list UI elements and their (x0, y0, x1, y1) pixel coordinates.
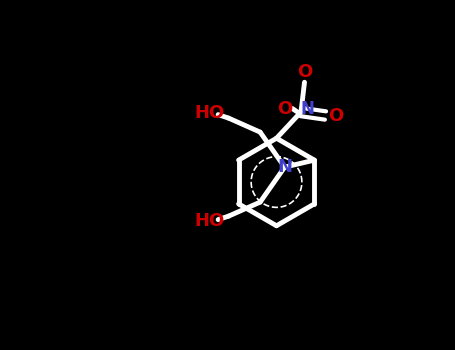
Text: O: O (329, 106, 344, 125)
Text: N: N (277, 158, 292, 176)
Text: HO: HO (194, 104, 224, 122)
Text: N: N (300, 100, 314, 118)
Text: HO: HO (194, 212, 224, 230)
Text: O: O (297, 63, 312, 81)
Text: O: O (278, 99, 293, 118)
